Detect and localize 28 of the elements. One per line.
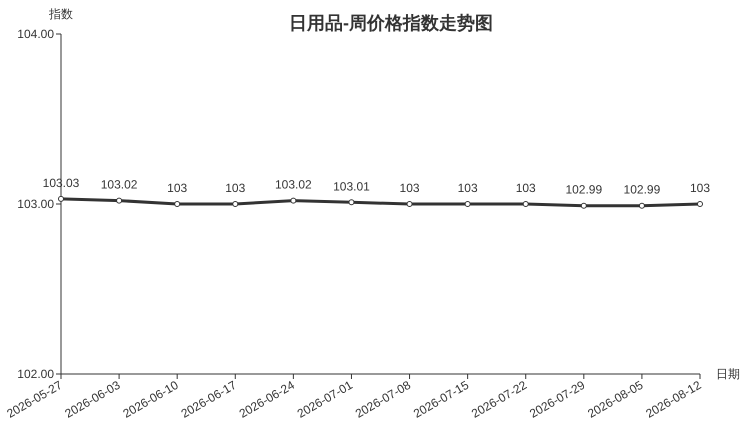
point — [638, 202, 645, 209]
data-label: 103.01 — [333, 179, 370, 194]
point — [464, 201, 471, 207]
point — [522, 201, 529, 207]
data-label: 103.02 — [100, 178, 138, 192]
point — [348, 199, 354, 206]
data-label: 103.02 — [275, 178, 312, 192]
point — [174, 201, 180, 207]
point — [58, 196, 64, 202]
point — [232, 201, 238, 207]
y-axis-title: 指数 — [48, 7, 73, 21]
point — [580, 202, 587, 209]
data-label: 103 — [225, 181, 246, 195]
data-label: 103 — [458, 181, 478, 195]
data-label: 103 — [690, 181, 710, 195]
data-label: 103 — [400, 181, 420, 195]
y-tick-label: 103.00 — [17, 197, 54, 211]
data-label: 103 — [516, 181, 536, 195]
y-tick-label: 104.00 — [17, 27, 54, 41]
y-tick-label: 102.00 — [17, 367, 54, 381]
data-label: 103 — [167, 181, 188, 195]
chart-title: 日用品-周价格指数走势图 — [289, 13, 493, 33]
point — [290, 198, 296, 204]
data-label: 102.99 — [565, 182, 602, 197]
point — [116, 198, 122, 204]
x-axis-title: 日期 — [716, 367, 740, 381]
point — [697, 201, 703, 207]
data-label: 102.99 — [624, 182, 661, 197]
